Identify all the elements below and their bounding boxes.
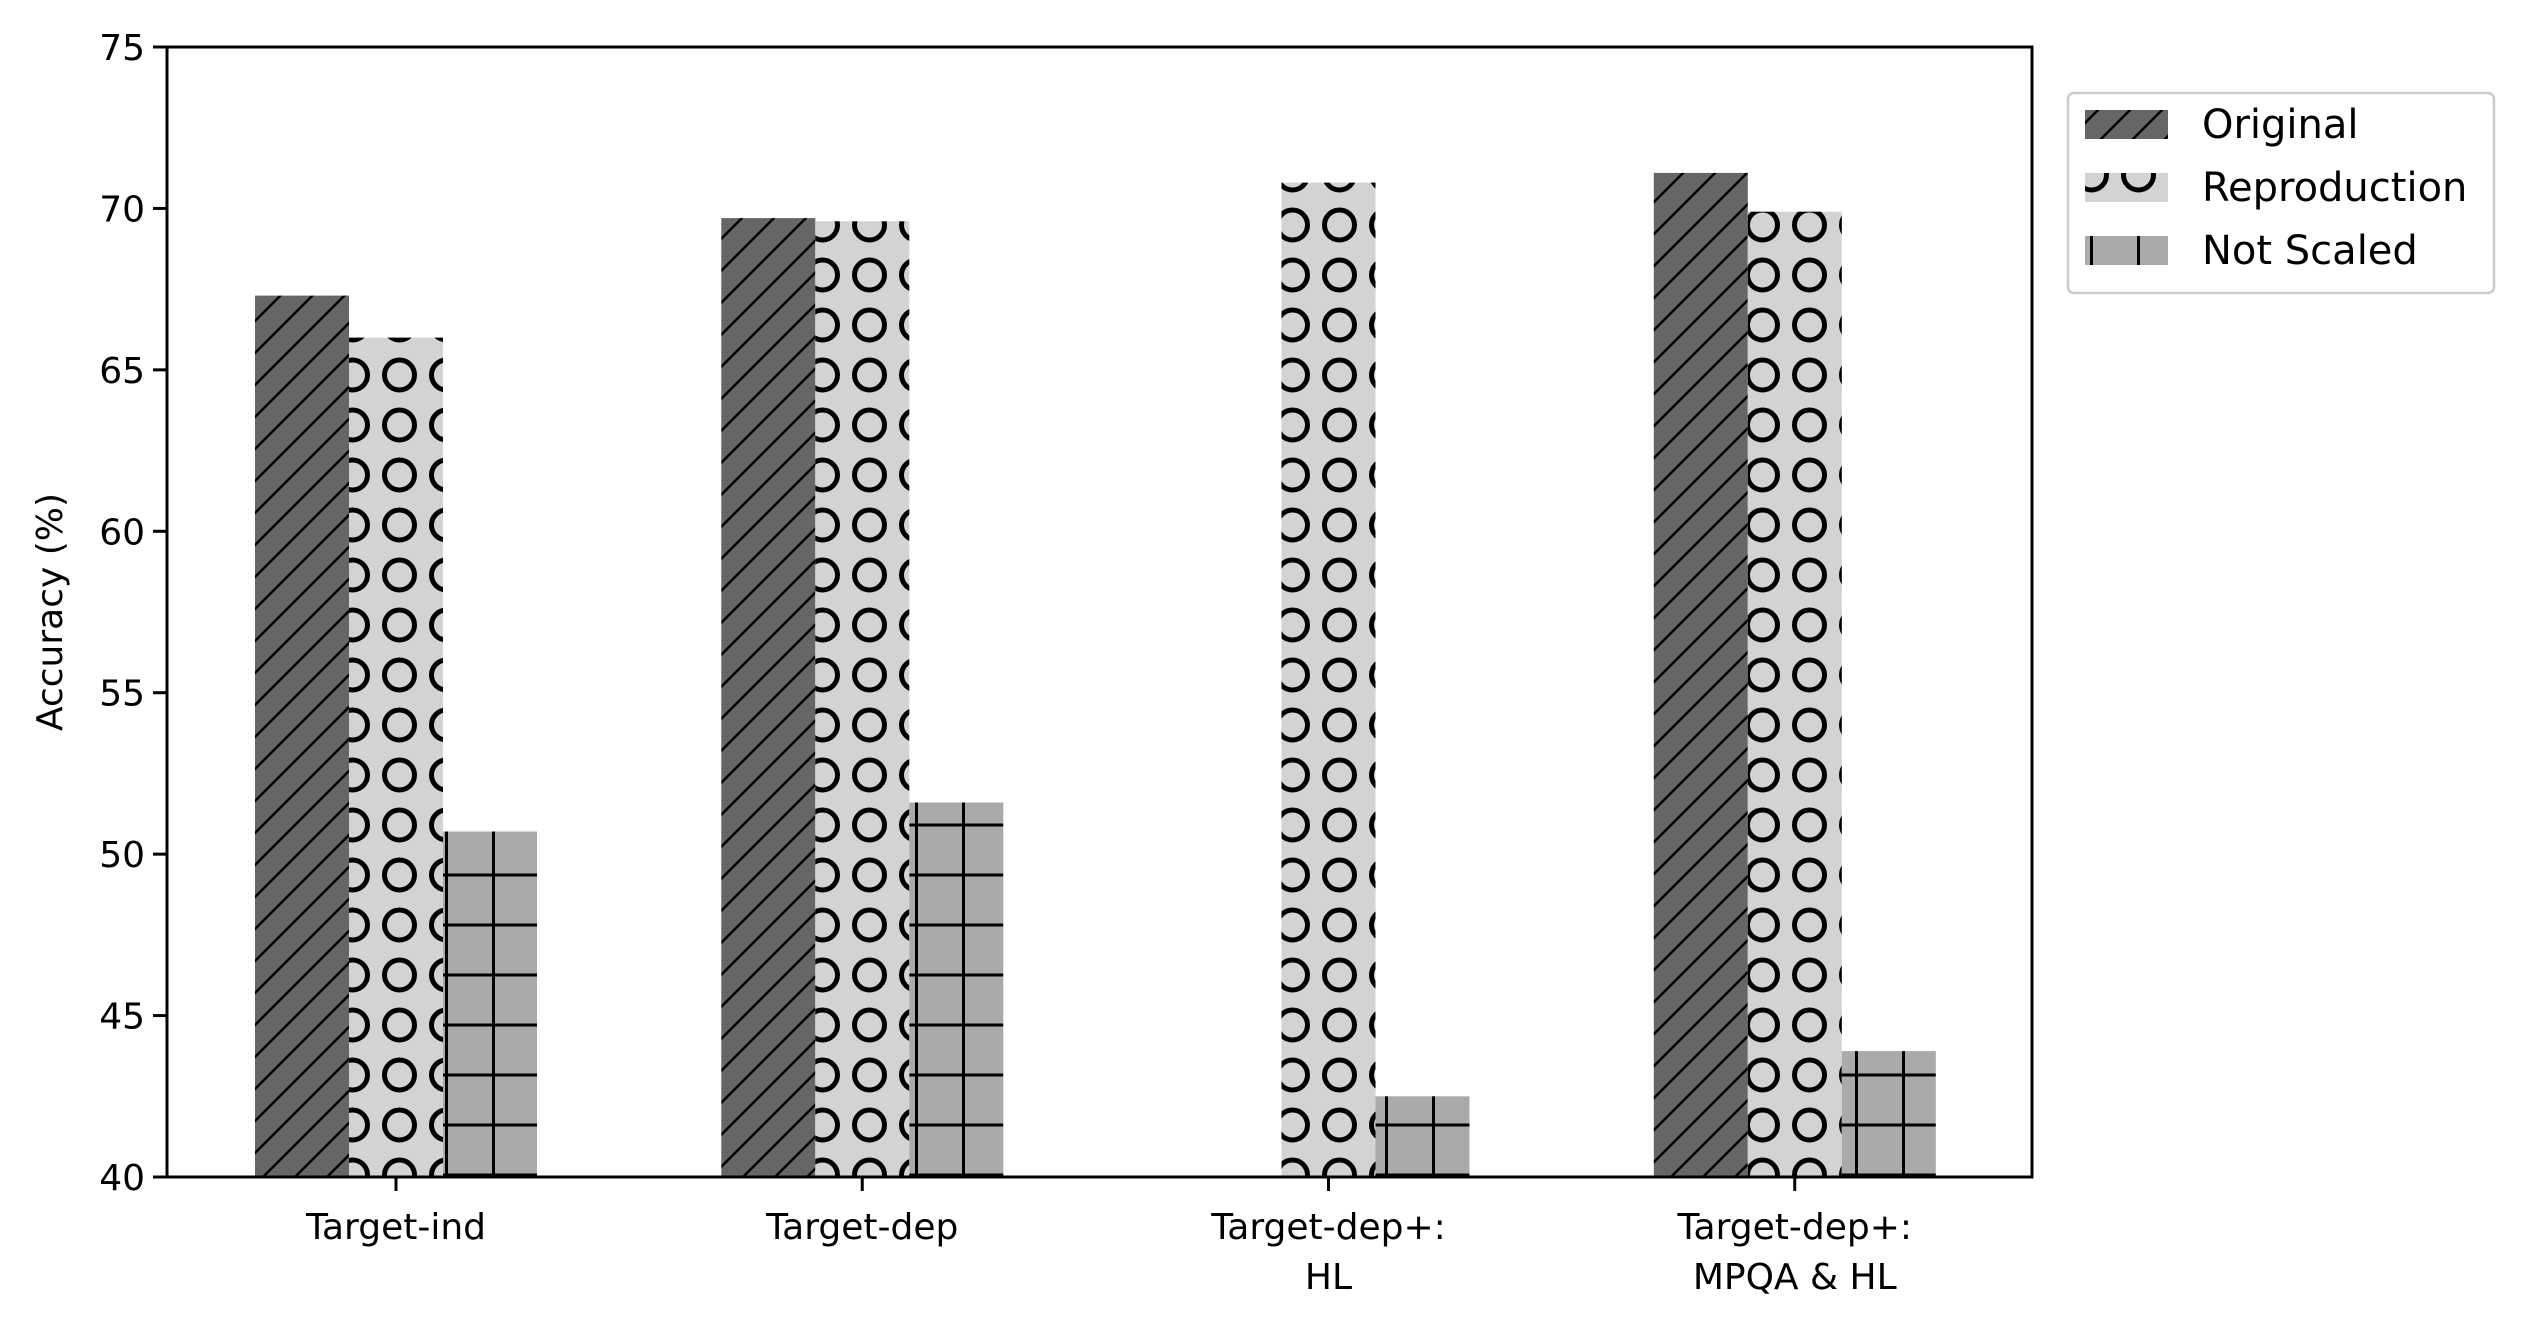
- y-tick-label: 75: [99, 28, 145, 69]
- x-axis: Target-ind Target-dep Target-dep+: HL Target…: [305, 1177, 1912, 1298]
- original-bar-2: [721, 218, 816, 1178]
- not-scaled-bar-1: [443, 831, 537, 1177]
- original-bar-4: [1653, 172, 1748, 1177]
- legend-swatch: [2085, 110, 2168, 139]
- not-scaled-bar-3: [1375, 1096, 1470, 1177]
- legend: Original Reproduction Not Scaled: [2066, 91, 2496, 295]
- legend-swatch: [2085, 173, 2168, 202]
- not-scaled-bar-4: [1841, 1051, 1936, 1177]
- reproduction-bar-4: [1747, 211, 1842, 1177]
- legend-swatch: [2085, 236, 2168, 265]
- bars-group: [255, 172, 1936, 1178]
- legend-frame: [2066, 91, 2496, 295]
- x-tick-label: Target-dep+: HL: [1210, 1207, 1446, 1298]
- reproduction-bar-3: [1281, 182, 1376, 1178]
- y-axis-label: Accuracy (%): [30, 493, 71, 731]
- legend-label: Not Scaled: [2202, 228, 2418, 274]
- original-bar-1: [255, 295, 349, 1178]
- y-tick-label: 40: [99, 1158, 145, 1199]
- not-scaled-bar-2: [909, 802, 1004, 1177]
- x-tick-label: Target-ind: [305, 1207, 486, 1248]
- x-tick-label: Target-dep: [765, 1207, 958, 1248]
- x-tick-label: Target-dep+: MPQA & HL: [1676, 1207, 1912, 1298]
- y-tick-label: 50: [99, 835, 145, 876]
- reproduction-bar-2: [815, 221, 910, 1178]
- y-tick-label: 70: [99, 189, 145, 230]
- y-axis: 40 45 50 55 60 65 70 75: [99, 28, 167, 1199]
- y-tick-label: 60: [99, 512, 145, 553]
- plot-frame: [165, 45, 2034, 1179]
- legend-label: Original: [2202, 102, 2359, 148]
- y-tick-label: 55: [99, 674, 145, 715]
- reproduction-bar-1: [349, 337, 443, 1178]
- y-tick-label: 65: [99, 351, 145, 392]
- legend-label: Reproduction: [2202, 165, 2467, 211]
- y-tick-label: 45: [99, 997, 145, 1038]
